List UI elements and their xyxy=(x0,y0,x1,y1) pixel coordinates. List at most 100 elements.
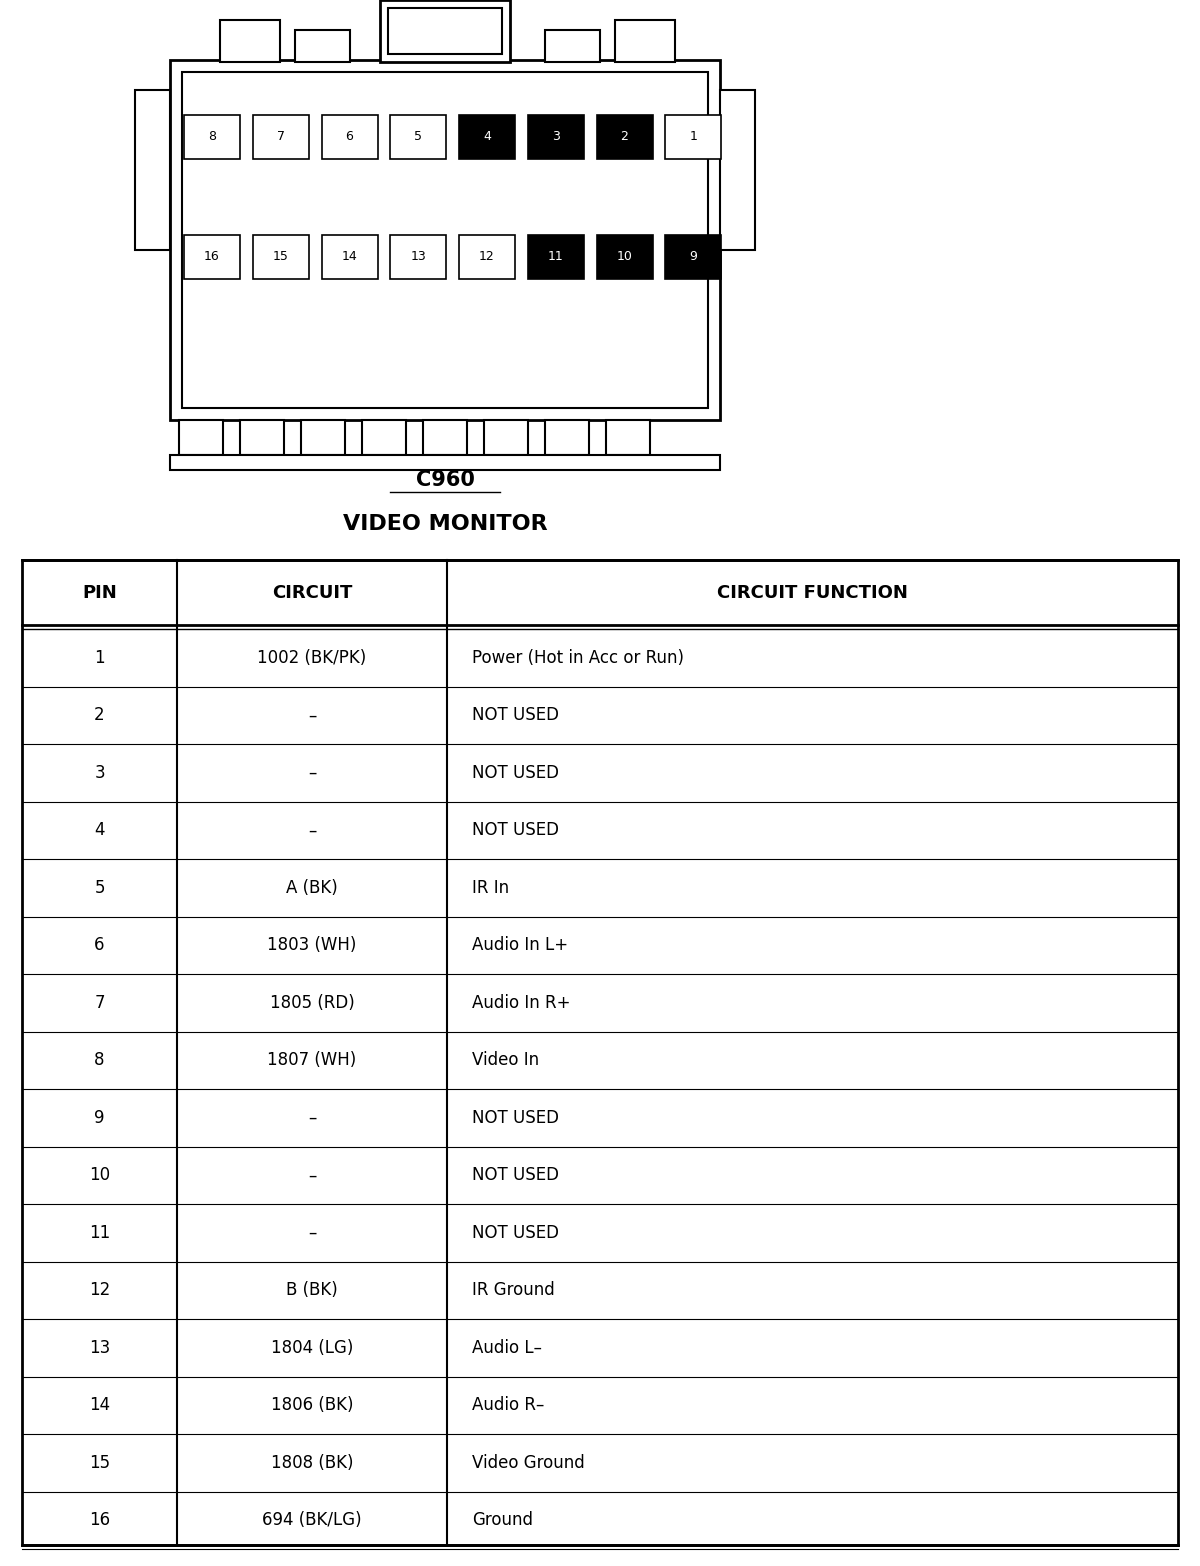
Text: 9: 9 xyxy=(95,1109,104,1128)
Bar xyxy=(301,420,344,456)
Text: CIRCUIT FUNCTION: CIRCUIT FUNCTION xyxy=(718,584,908,601)
Bar xyxy=(253,114,308,160)
Text: NOT USED: NOT USED xyxy=(472,764,559,781)
Text: 14: 14 xyxy=(342,251,358,263)
Bar xyxy=(184,235,240,279)
Bar xyxy=(220,20,280,63)
Text: 12: 12 xyxy=(479,251,494,263)
Bar xyxy=(388,8,502,53)
Text: C960: C960 xyxy=(415,470,474,490)
Text: 5: 5 xyxy=(414,130,422,144)
Text: 8: 8 xyxy=(95,1051,104,1070)
Text: Power (Hot in Acc or Run): Power (Hot in Acc or Run) xyxy=(472,648,684,667)
Text: –: – xyxy=(308,1223,316,1242)
Text: NOT USED: NOT USED xyxy=(472,706,559,723)
Bar xyxy=(179,420,222,456)
Bar xyxy=(528,114,583,160)
Bar xyxy=(182,72,708,409)
Bar xyxy=(606,420,650,456)
Text: –: – xyxy=(308,821,316,839)
Text: 5: 5 xyxy=(95,879,104,897)
Text: 3: 3 xyxy=(552,130,559,144)
Bar xyxy=(665,235,721,279)
Bar xyxy=(720,89,755,251)
Text: 1808 (BK): 1808 (BK) xyxy=(271,1453,353,1472)
Text: –: – xyxy=(308,1167,316,1184)
Text: 16: 16 xyxy=(89,1511,110,1530)
Text: NOT USED: NOT USED xyxy=(472,1167,559,1184)
Text: 2: 2 xyxy=(620,130,629,144)
Text: 1002 (BK/PK): 1002 (BK/PK) xyxy=(257,648,367,667)
Bar xyxy=(134,89,170,251)
Bar xyxy=(458,114,515,160)
Text: 14: 14 xyxy=(89,1397,110,1414)
Text: 15: 15 xyxy=(272,251,289,263)
Text: 8: 8 xyxy=(208,130,216,144)
Text: Video Ground: Video Ground xyxy=(472,1453,584,1472)
Text: 10: 10 xyxy=(617,251,632,263)
Bar xyxy=(665,114,721,160)
Bar xyxy=(596,114,653,160)
Text: 7: 7 xyxy=(277,130,284,144)
Text: 694 (BK/LG): 694 (BK/LG) xyxy=(262,1511,362,1530)
Text: 4: 4 xyxy=(484,130,491,144)
Text: 1: 1 xyxy=(94,648,104,667)
Text: 16: 16 xyxy=(204,251,220,263)
Text: Audio L–: Audio L– xyxy=(472,1339,542,1356)
Bar xyxy=(424,420,467,456)
Text: Audio In R+: Audio In R+ xyxy=(472,994,570,1012)
Text: –: – xyxy=(308,706,316,723)
Text: 2: 2 xyxy=(94,706,104,723)
Text: 1803 (WH): 1803 (WH) xyxy=(268,936,356,954)
Text: NOT USED: NOT USED xyxy=(472,1223,559,1242)
Text: 15: 15 xyxy=(89,1453,110,1472)
Text: IR In: IR In xyxy=(472,879,509,897)
Text: –: – xyxy=(308,764,316,781)
Text: Audio In L+: Audio In L+ xyxy=(472,936,568,954)
Text: 1806 (BK): 1806 (BK) xyxy=(271,1397,353,1414)
Text: –: – xyxy=(308,1109,316,1128)
Bar xyxy=(322,114,378,160)
Text: PIN: PIN xyxy=(82,584,116,601)
Bar xyxy=(362,420,406,456)
Text: 1: 1 xyxy=(689,130,697,144)
Bar xyxy=(322,235,378,279)
Text: 3: 3 xyxy=(94,764,104,781)
Bar xyxy=(253,235,308,279)
Text: Video In: Video In xyxy=(472,1051,539,1070)
Text: 6: 6 xyxy=(95,936,104,954)
Text: 4: 4 xyxy=(95,821,104,839)
Bar xyxy=(240,420,283,456)
Text: Ground: Ground xyxy=(472,1511,533,1530)
Text: CIRCUIT: CIRCUIT xyxy=(272,584,352,601)
Text: 1807 (WH): 1807 (WH) xyxy=(268,1051,356,1070)
Bar xyxy=(596,235,653,279)
Text: IR Ground: IR Ground xyxy=(472,1281,554,1300)
Text: 9: 9 xyxy=(689,251,697,263)
Bar xyxy=(616,20,674,63)
Bar xyxy=(170,60,720,420)
Bar xyxy=(458,235,515,279)
Bar xyxy=(380,0,510,63)
Bar xyxy=(170,456,720,470)
Text: 1805 (RD): 1805 (RD) xyxy=(270,994,354,1012)
Bar xyxy=(484,420,528,456)
Text: A (BK): A (BK) xyxy=(286,879,338,897)
Bar xyxy=(528,235,583,279)
Bar xyxy=(184,114,240,160)
Text: 10: 10 xyxy=(89,1167,110,1184)
Bar xyxy=(295,30,350,63)
Text: Audio R–: Audio R– xyxy=(472,1397,545,1414)
Text: NOT USED: NOT USED xyxy=(472,821,559,839)
Bar xyxy=(545,420,589,456)
Text: NOT USED: NOT USED xyxy=(472,1109,559,1128)
Bar xyxy=(545,30,600,63)
Text: B (BK): B (BK) xyxy=(286,1281,338,1300)
Bar xyxy=(390,235,446,279)
Text: 13: 13 xyxy=(410,251,426,263)
Text: 12: 12 xyxy=(89,1281,110,1300)
Text: VIDEO MONITOR: VIDEO MONITOR xyxy=(343,514,547,534)
Text: 1804 (LG): 1804 (LG) xyxy=(271,1339,353,1356)
Text: 7: 7 xyxy=(95,994,104,1012)
Text: 11: 11 xyxy=(89,1223,110,1242)
